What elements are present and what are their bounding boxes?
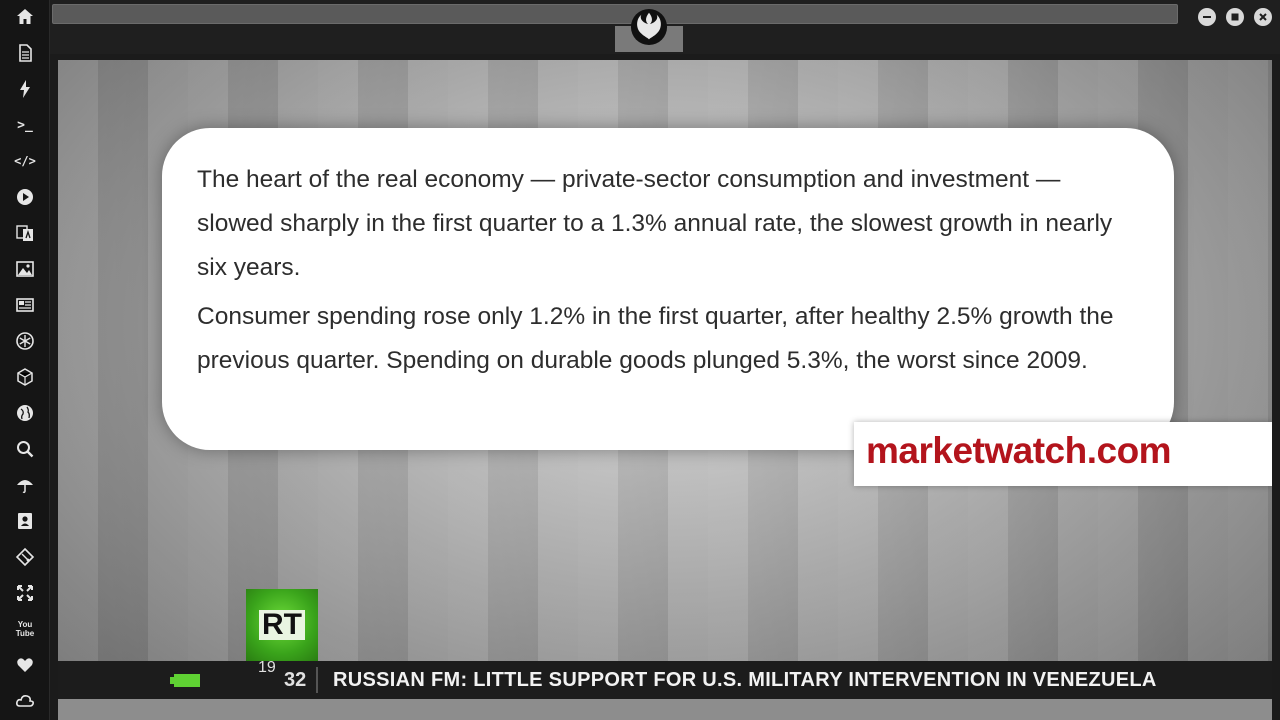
rt-logo-text: RT [259,610,305,640]
ticker-divider [316,667,318,693]
rebel-alliance-icon [630,8,668,46]
quote-paragraph: The heart of the real economy — private-… [197,166,1113,281]
app-dock: >_ </> You Tube [0,0,50,720]
git-icon[interactable] [12,544,38,570]
cloud-icon[interactable] [12,688,38,714]
ticker-time-hour: 19 [258,659,276,676]
close-icon[interactable] [1254,8,1272,26]
address-bar[interactable] [52,4,1178,24]
cube-icon[interactable] [12,364,38,390]
umbrella-icon[interactable] [12,472,38,498]
source-text: marketwatch.com [866,430,1172,471]
play-icon[interactable] [12,184,38,210]
document-icon[interactable] [12,40,38,66]
bolt-icon[interactable] [12,76,38,102]
fullscreen-icon[interactable] [12,580,38,606]
news-icon[interactable] [12,292,38,318]
contact-icon[interactable] [12,508,38,534]
snowflake-icon[interactable] [12,328,38,354]
translate-icon[interactable] [12,220,38,246]
video-frame[interactable]: The heart of the real economy — private-… [58,60,1272,720]
terminal-icon[interactable]: >_ [17,117,33,133]
globe-icon[interactable] [12,400,38,426]
top-bar [50,0,1280,54]
source-label: marketwatch.com [854,422,1272,486]
rt-logo: RT [246,589,318,661]
maximize-icon[interactable] [1226,8,1244,26]
minimize-icon[interactable] [1198,8,1216,26]
ticker-time-minute: 32 [284,669,307,691]
news-ticker: 19 32 RUSSIAN FM: LITTLE SUPPORT FOR U.S… [58,659,1272,699]
home-icon[interactable] [12,4,38,30]
battery-icon [170,674,200,687]
youtube-icon[interactable]: You Tube [15,620,35,638]
quote-card: The heart of the real economy — private-… [162,128,1174,450]
search-icon[interactable] [12,436,38,462]
video-bottom-strip [58,699,1272,720]
ticker-headline: RUSSIAN FM: LITTLE SUPPORT FOR U.S. MILI… [333,669,1157,691]
quote-paragraph: Consumer spending rose only 1.2% in the … [197,303,1114,374]
code-icon[interactable]: </> [14,154,36,168]
image-icon[interactable] [12,256,38,282]
heart-icon[interactable] [12,652,38,678]
